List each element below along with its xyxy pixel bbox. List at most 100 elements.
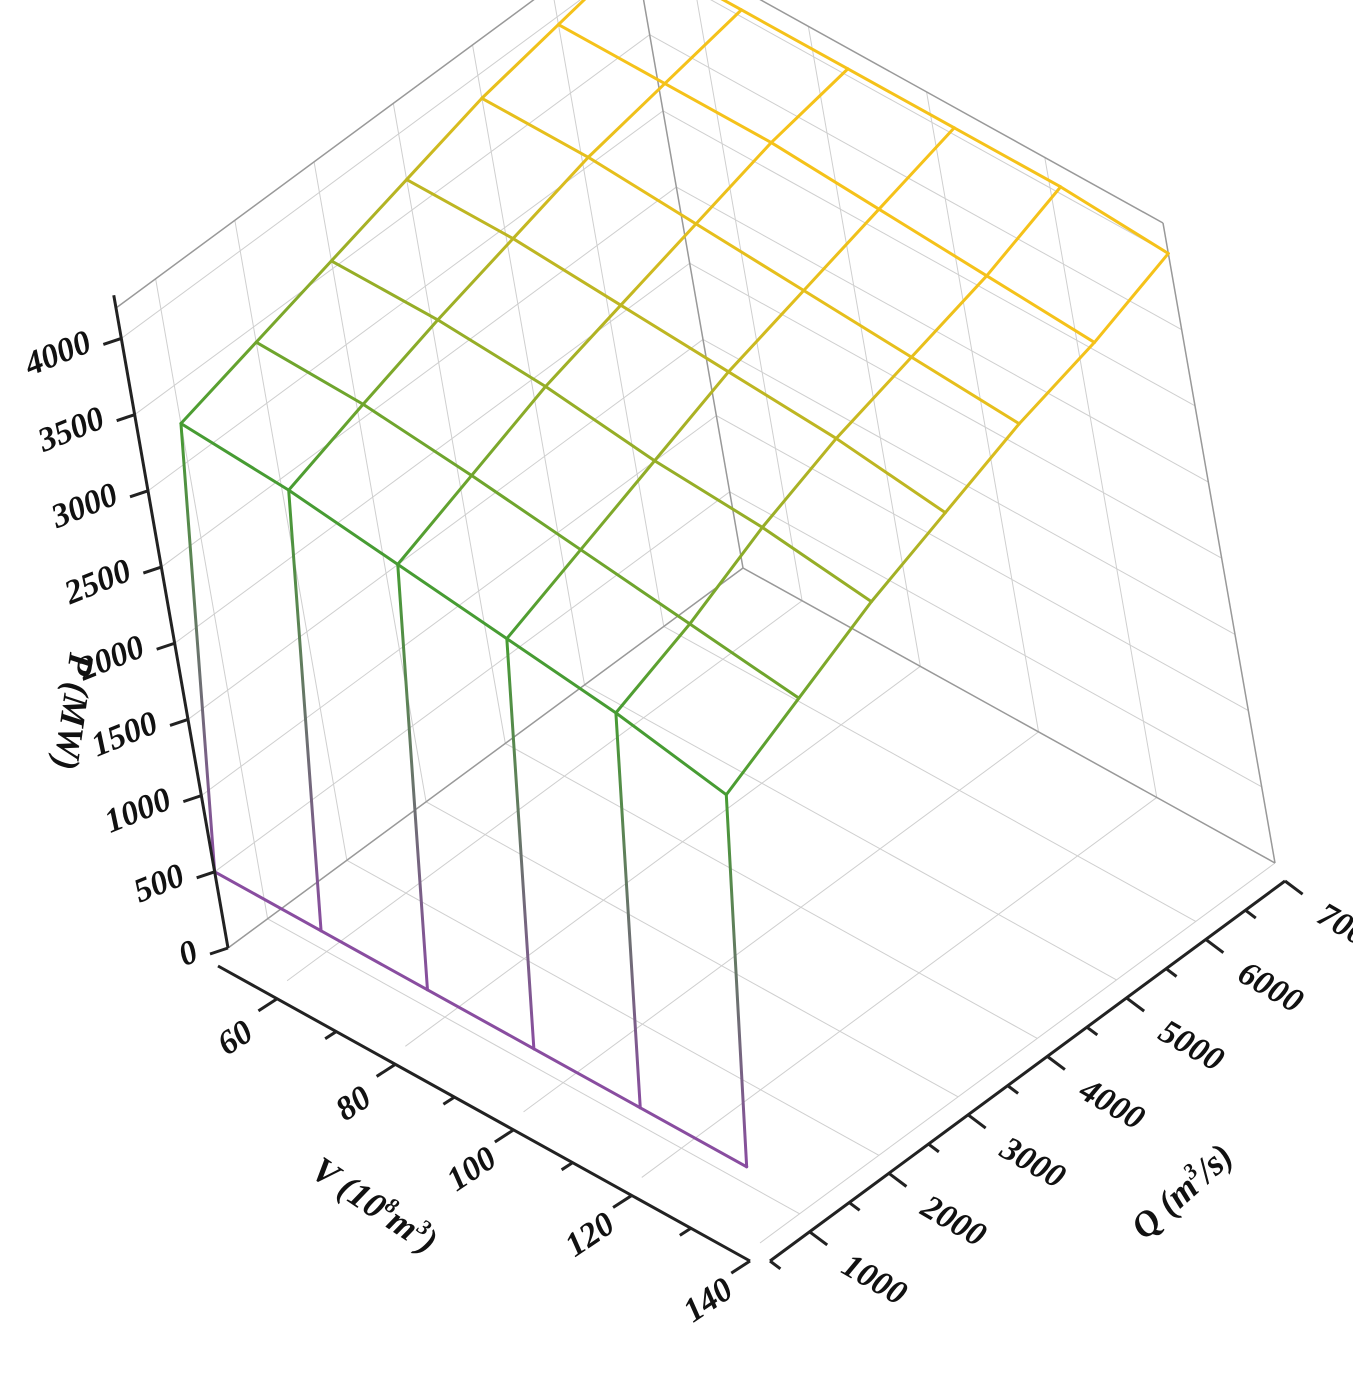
p-axis-tick — [182, 794, 202, 804]
grid-line — [214, 491, 730, 873]
mesh-line-v — [663, 82, 773, 145]
mesh-line-q — [511, 155, 590, 241]
grid-line — [584, 684, 1117, 981]
p-axis-tick — [102, 337, 122, 346]
mesh-line-q — [724, 696, 801, 797]
q-tick-label: 4000 — [1072, 1071, 1150, 1138]
grid-line — [505, 742, 1038, 1039]
mesh-line-v — [505, 637, 618, 715]
q-axis-line — [769, 879, 1286, 1263]
mesh-line-v — [769, 141, 881, 211]
mesh-line-v — [556, 23, 667, 86]
mesh-line-q — [694, 141, 773, 226]
mesh-line-v — [586, 155, 698, 226]
mesh-line-v — [287, 488, 400, 566]
mesh-line-v — [1059, 185, 1170, 255]
grid-line — [286, 600, 803, 982]
q-axis-tick — [887, 1172, 908, 1188]
grid-line — [174, 262, 690, 644]
q-axis-title: Q (m3/s) — [1122, 1134, 1241, 1247]
mesh-line-q — [653, 370, 731, 463]
mesh-line-q — [254, 259, 333, 344]
mesh-line-q — [480, 23, 560, 100]
mesh-line-q — [287, 402, 365, 492]
q-axis-minor-tick — [848, 1201, 861, 1212]
mesh-line-q — [544, 303, 623, 389]
mesh-line-q — [179, 340, 258, 426]
v-axis-minor-tick — [324, 1030, 338, 1040]
frame-edge — [759, 0, 1164, 224]
v-axis-tick — [730, 1259, 751, 1275]
q-axis-minor-tick — [1165, 967, 1178, 978]
mesh-line-v — [720, 0, 743, 12]
frame-edge — [1162, 222, 1276, 864]
q-axis-tick — [1284, 879, 1304, 896]
v-axis-tick — [375, 1063, 397, 1078]
grid-line — [425, 801, 959, 1098]
p-axis-tick — [142, 565, 162, 575]
p-tick-label: 2500 — [58, 552, 136, 612]
p-axis-title: P (MW) — [46, 650, 102, 773]
mesh-line-q — [877, 126, 956, 211]
grid-lines — [121, 0, 1276, 1244]
v-tick-label: 80 — [329, 1079, 378, 1129]
v-axis-title: V (108m3) — [305, 1147, 447, 1261]
mesh-line-q — [614, 622, 692, 715]
mesh-line-q — [329, 178, 409, 263]
mesh-line-q — [724, 793, 749, 1169]
q-tick-label: 6000 — [1232, 954, 1309, 1020]
q-tick-label: 1000 — [836, 1247, 913, 1313]
frame-edge — [115, 0, 535, 309]
v-tick-label: 100 — [440, 1140, 503, 1199]
q-tick-label: 2000 — [914, 1188, 992, 1255]
mesh-line-v — [361, 402, 474, 477]
mesh-line-q — [727, 288, 806, 374]
mesh-line-q — [802, 207, 881, 292]
mesh-line-v — [213, 870, 323, 933]
q-axis-minor-tick — [1006, 1084, 1019, 1095]
mesh-line-v — [425, 988, 536, 1051]
grid-line — [346, 859, 880, 1156]
grid-line — [641, 797, 1158, 1178]
p-axis-tick — [169, 718, 189, 727]
q-tick-label: 3000 — [993, 1129, 1071, 1196]
mesh-line-v — [614, 711, 728, 797]
mesh-line-q — [663, 8, 743, 86]
q-axis-minor-tick — [927, 1142, 940, 1154]
mesh-line-v — [834, 436, 947, 515]
mesh-line-q — [505, 548, 583, 641]
grid-line — [313, 161, 427, 802]
mesh-line-q — [470, 385, 548, 477]
frame-edge — [742, 567, 1276, 864]
q-axis-tick — [1046, 1055, 1066, 1071]
mesh-line-v — [985, 274, 1096, 344]
p-tick-label: 3000 — [45, 476, 123, 536]
axes: 0 500 1000 1500 2000 2500 3000 3500 4000 60 80 100 1… — [18, 294, 1353, 1330]
mesh-line-v — [579, 548, 692, 626]
mesh-line-v — [329, 259, 440, 322]
mesh-line-q — [909, 274, 989, 359]
mesh-line-q — [586, 82, 667, 159]
mesh-line-q — [505, 637, 536, 1051]
mesh-line-q — [619, 222, 698, 307]
v-axis-title-part: V (10 — [305, 1149, 394, 1227]
mesh-line-q — [1092, 251, 1170, 344]
mesh-line-v — [952, 126, 1063, 189]
grid-line — [161, 186, 677, 568]
mesh-line-q — [797, 600, 873, 700]
q-axis-tick — [1204, 938, 1225, 954]
p-tick-label: 1000 — [99, 781, 176, 841]
grid-line — [689, 262, 1222, 559]
grid-line — [121, 0, 581, 339]
mesh-line-q — [688, 525, 764, 626]
grid-line — [716, 415, 1249, 712]
mesh-line-v — [688, 622, 801, 700]
mesh-line-v — [619, 303, 731, 374]
mesh-line-v — [436, 318, 548, 389]
p-tick-label: 500 — [129, 857, 190, 910]
mesh-line-q — [396, 473, 474, 566]
mesh-line-v — [254, 340, 365, 406]
mesh-line-v — [760, 525, 873, 604]
grid-line — [523, 731, 1039, 1113]
